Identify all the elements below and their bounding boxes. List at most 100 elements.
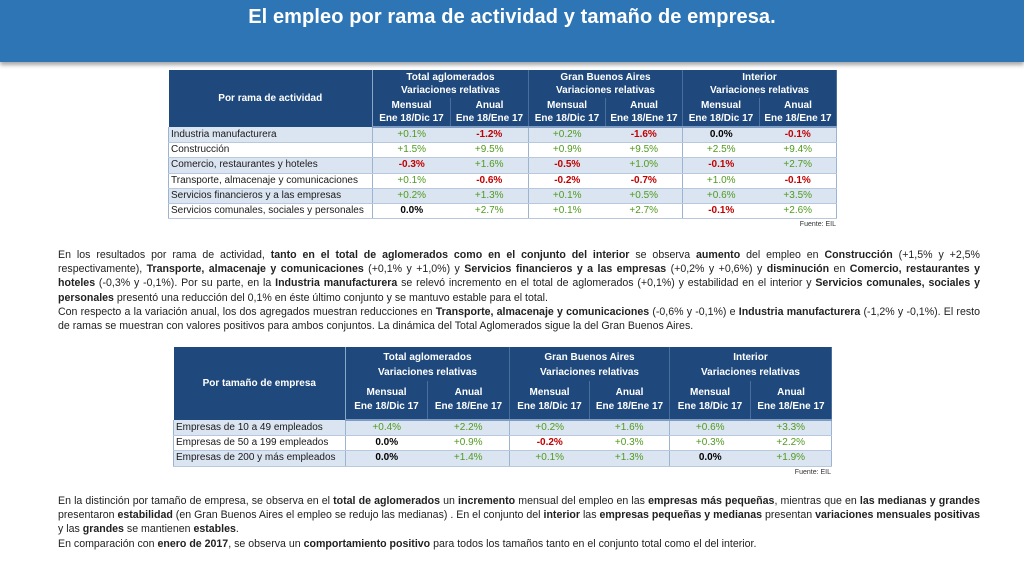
table-source: Fuente: EIL (799, 221, 836, 229)
value-cell: +3.3% (750, 420, 832, 436)
table-body: Industria manufacturera +0.1% -1.2% +0.2% -1… (168, 127, 837, 220)
value-cell: -0.6% (450, 173, 529, 189)
value-cell: 0.0% (372, 203, 451, 220)
value-cell: -0.1% (682, 203, 760, 220)
value-cell: -0.5% (528, 157, 606, 174)
value-cell: -0.2% (509, 435, 590, 452)
value-cell: +0.2% (528, 127, 606, 143)
value-cell: +2.2% (750, 435, 832, 452)
paragraph-activity: En los resultados por rama de actividad,… (58, 249, 980, 333)
group-header: Interior Variaciones relativas (682, 70, 837, 98)
value-cell: +3.5% (759, 188, 837, 205)
table-row: Servicios comunales, sociales y personal… (168, 203, 837, 220)
row-label: Empresas de 200 y más empleados (173, 450, 346, 467)
value-cell: +0.1% (372, 127, 451, 143)
col-header-anual: Anual Ene 18/Ene 17 (450, 98, 529, 128)
group-header: Total aglomerados Variaciones relativas (345, 347, 510, 381)
col-header-mensual: Mensual Ene 18/Dic 17 (669, 381, 751, 421)
table-by-size: Por tamaño de empresa Total aglomerados V… (173, 347, 832, 467)
value-cell: 0.0% (345, 435, 428, 452)
group-header: Gran Buenos Aires Variaciones relativas (528, 70, 683, 98)
value-cell: -0.3% (372, 157, 451, 174)
table-row: Industria manufacturera +0.1% -1.2% +0.2% -1… (168, 127, 837, 143)
value-cell: +2.7% (450, 203, 529, 220)
value-cell: +9.5% (450, 142, 529, 159)
value-cell: +0.9% (427, 435, 510, 452)
group-header: Gran Buenos Aires Variaciones relativas (509, 347, 670, 381)
table-row: Empresas de 10 a 49 empleados +0.4% +2.2% +… (173, 420, 832, 436)
value-cell: +2.7% (605, 203, 683, 220)
value-cell: +0.4% (345, 420, 428, 436)
value-cell: 0.0% (669, 450, 751, 467)
value-cell: -0.1% (759, 173, 837, 189)
value-cell: +9.5% (605, 142, 683, 159)
value-cell: -0.2% (528, 173, 606, 189)
col-header-mensual: Mensual Ene 18/Dic 17 (345, 381, 428, 421)
value-cell: +0.5% (605, 188, 683, 205)
value-cell: +0.1% (509, 450, 590, 467)
value-cell: +1.0% (605, 157, 683, 174)
table-source: Fuente: EIL (794, 468, 831, 476)
value-cell: -0.7% (605, 173, 683, 189)
value-cell: +0.1% (372, 173, 451, 189)
table-row: Empresas de 50 a 199 empleados 0.0% +0.9% -… (173, 435, 832, 452)
table-row: Empresas de 200 y más empleados 0.0% +1.4%… (173, 450, 832, 467)
col-header-anual: Anual Ene 18/Ene 17 (427, 381, 510, 421)
table-row: Servicios financieros y a las empresas +0… (168, 188, 837, 205)
row-label: Empresas de 50 a 199 empleados (173, 435, 346, 452)
value-cell: +0.3% (669, 435, 751, 452)
value-cell: +2.7% (759, 157, 837, 174)
value-cell: +0.2% (509, 420, 590, 436)
col-header-mensual: Mensual Ene 18/Dic 17 (682, 98, 760, 128)
value-cell: +0.2% (372, 188, 451, 205)
table-row: Comercio, restaurantes y hoteles -0.3% +1.… (168, 157, 837, 174)
group-header: Total aglomerados Variaciones relativas (372, 70, 529, 98)
value-cell: +2.2% (427, 420, 510, 436)
title-banner: El empleo por rama de actividad y tamaño… (0, 0, 1024, 62)
value-cell: -1.6% (605, 127, 683, 143)
row-label: Construcción (168, 142, 373, 159)
row-header: Por tamaño de empresa (173, 347, 346, 420)
value-cell: -1.2% (450, 127, 529, 143)
row-header: Por rama de actividad (168, 70, 373, 127)
row-label: Servicios financieros y a las empresas (168, 188, 373, 205)
value-cell: +1.4% (427, 450, 510, 467)
value-cell: +9.4% (759, 142, 837, 159)
table-by-activity: Por rama de actividad Total aglomerados V… (168, 70, 837, 220)
value-cell: -0.1% (759, 127, 837, 143)
value-cell: +0.9% (528, 142, 606, 159)
value-cell: +0.6% (669, 420, 751, 436)
col-header-anual: Anual Ene 18/Ene 17 (759, 98, 837, 128)
col-header-mensual: Mensual Ene 18/Dic 17 (528, 98, 606, 128)
value-cell: +1.3% (589, 450, 670, 467)
value-cell: +0.1% (528, 188, 606, 205)
value-cell: +1.5% (372, 142, 451, 159)
value-cell: +0.1% (528, 203, 606, 220)
value-cell: +0.3% (589, 435, 670, 452)
value-cell: +1.3% (450, 188, 529, 205)
table-by-activity-container: Por rama de actividad Total aglomerados V… (168, 70, 837, 229)
group-header: Interior Variaciones relativas (669, 347, 832, 381)
col-header-anual: Anual Ene 18/Ene 17 (589, 381, 670, 421)
value-cell: +1.0% (682, 173, 760, 189)
table-row: Transporte, almacenaje y comunicaciones +… (168, 173, 837, 189)
value-cell: 0.0% (345, 450, 428, 467)
paragraph-size: En la distinción por tamaño de empresa, … (58, 495, 980, 550)
row-label: Transporte, almacenaje y comunicaciones (168, 173, 373, 189)
row-label: Industria manufacturera (168, 127, 373, 143)
value-cell: +1.6% (589, 420, 670, 436)
value-cell: 0.0% (682, 127, 760, 143)
col-header-mensual: Mensual Ene 18/Dic 17 (509, 381, 590, 421)
col-header-anual: Anual Ene 18/Ene 17 (605, 98, 683, 128)
value-cell: +0.6% (682, 188, 760, 205)
page-title: El empleo por rama de actividad y tamaño… (248, 5, 776, 28)
value-cell: -0.1% (682, 157, 760, 174)
col-header-anual: Anual Ene 18/Ene 17 (750, 381, 832, 421)
value-cell: +1.6% (450, 157, 529, 174)
table-by-size-container: Por tamaño de empresa Total aglomerados V… (173, 347, 832, 476)
col-header-mensual: Mensual Ene 18/Dic 17 (372, 98, 451, 128)
table-body: Empresas de 10 a 49 empleados +0.4% +2.2% +… (173, 420, 832, 467)
value-cell: +2.6% (759, 203, 837, 220)
value-cell: +1.9% (750, 450, 832, 467)
row-label: Comercio, restaurantes y hoteles (168, 157, 373, 174)
